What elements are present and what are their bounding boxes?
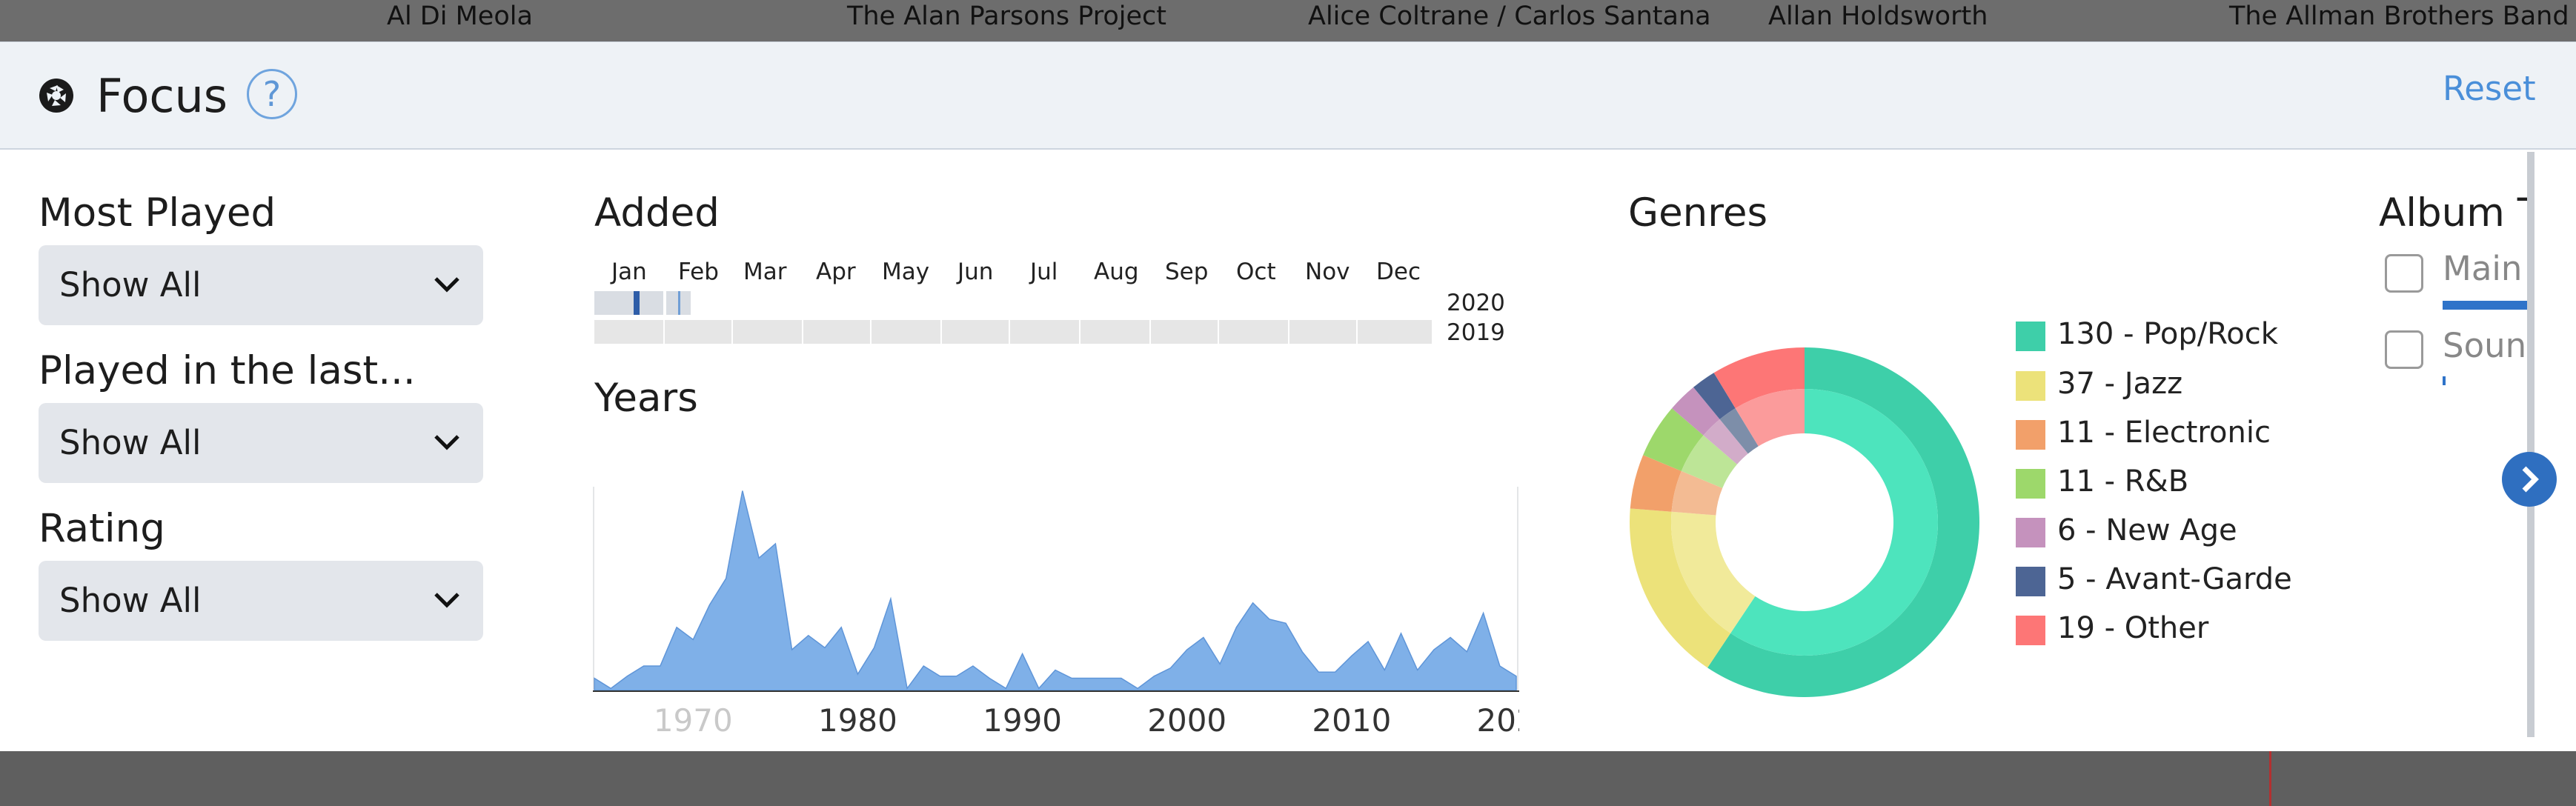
album-type-main-checkbox[interactable] <box>2385 254 2423 293</box>
most-played-label: Most Played <box>39 190 276 236</box>
legend-swatch <box>2016 322 2045 351</box>
month-label: Mar <box>743 259 787 285</box>
album-type-section: Album T Main Sound <box>2371 148 2527 741</box>
month-label: Oct <box>1236 259 1276 285</box>
year-tick-label: 2010 <box>1312 702 1391 739</box>
month-label: Dec <box>1376 259 1421 285</box>
played-in-last-value: Show All <box>59 423 202 462</box>
help-icon[interactable]: ? <box>247 69 297 119</box>
panel-header: Focus ? Reset <box>0 42 2576 150</box>
year-label: 2020 <box>1447 290 1505 316</box>
month-label: Sep <box>1165 259 1209 285</box>
artist-name[interactable]: Al Di Meola <box>387 1 533 31</box>
artist-name[interactable]: The Allman Brothers Band <box>2229 1 2569 31</box>
year-tick-label: 1980 <box>818 702 897 739</box>
artist-name[interactable]: Alice Coltrane / Carlos Santana <box>1308 1 1711 31</box>
album-type-main-bar <box>2443 301 2527 310</box>
donut-slice[interactable] <box>1629 508 1731 668</box>
most-played-select[interactable]: Show All <box>39 245 483 325</box>
donut-slice-inner[interactable] <box>1671 470 1723 516</box>
scrollbar[interactable] <box>2527 152 2534 737</box>
donut-slice-inner[interactable] <box>1681 435 1737 488</box>
rating-label: Rating <box>39 506 165 551</box>
years-chart[interactable]: 1970 1980 1990 2000 2010 2020 <box>593 487 1519 746</box>
legend-label: 130 - Pop/Rock <box>2057 317 2278 351</box>
month-label: Jul <box>1030 259 1058 285</box>
album-type-sound-checkbox[interactable] <box>2385 330 2423 369</box>
years-title: Years <box>594 376 698 421</box>
album-type-sound-label[interactable]: Sound <box>2443 326 2527 365</box>
legend-swatch <box>2016 469 2045 499</box>
month-label: Aug <box>1094 259 1139 285</box>
donut-slice-inner[interactable] <box>1671 511 1756 633</box>
legend-swatch <box>2016 518 2045 547</box>
month-label: Feb <box>678 259 719 285</box>
donut-slice-inner[interactable] <box>1703 419 1748 464</box>
genres-title: Genres <box>1628 190 1768 236</box>
rating-select[interactable]: Show All <box>39 561 483 641</box>
year-label: 2019 <box>1447 319 1505 346</box>
reset-button[interactable]: Reset <box>2443 69 2536 108</box>
donut-slice[interactable] <box>1672 387 1720 436</box>
page-title: Focus <box>96 69 228 123</box>
artist-name[interactable]: The Alan Parsons Project <box>847 1 1166 31</box>
years-area <box>594 490 1517 691</box>
month-label: Jan <box>611 259 647 285</box>
month-label: Jun <box>957 259 994 285</box>
genres-donut-chart[interactable] <box>1627 344 1982 700</box>
legend-swatch <box>2016 371 2045 401</box>
played-in-last-label: Played in the last... <box>39 348 416 393</box>
added-row-2019[interactable] <box>594 320 1432 344</box>
legend-label: 11 - R&B <box>2057 464 2189 499</box>
legend-label: 37 - Jazz <box>2057 367 2183 401</box>
donut-slice-inner[interactable] <box>1719 408 1759 454</box>
chevron-right-icon <box>2522 466 2539 493</box>
donut-slice-inner[interactable] <box>1735 389 1805 447</box>
year-tick-label: 2000 <box>1147 702 1226 739</box>
donut-slice[interactable] <box>1630 455 1682 512</box>
added-bar <box>634 291 640 315</box>
year-tick-label: 1970 <box>654 702 733 739</box>
added-row-2020[interactable] <box>594 291 1432 315</box>
chevron-down-icon <box>434 593 459 608</box>
donut-slice[interactable] <box>1707 347 1980 697</box>
year-tick-label: 1990 <box>983 702 1062 739</box>
chevron-down-icon <box>434 435 459 450</box>
artist-name[interactable]: Allan Holdsworth <box>1768 1 1988 31</box>
album-type-sound-bar <box>2443 376 2446 385</box>
played-in-last-select[interactable]: Show All <box>39 403 483 483</box>
scroll-right-button[interactable] <box>2502 452 2557 507</box>
donut-slice[interactable] <box>1643 408 1704 471</box>
album-type-main-label[interactable]: Main <box>2443 249 2523 288</box>
legend-swatch <box>2016 567 2045 596</box>
year-tick-label: 2020 <box>1477 702 1519 739</box>
aperture-icon <box>39 79 73 113</box>
chevron-down-icon <box>434 277 459 293</box>
month-label: Nov <box>1305 259 1350 285</box>
donut-slice[interactable] <box>1713 347 1805 409</box>
legend-label: 5 - Avant-Garde <box>2057 562 2292 596</box>
legend-label: 19 - Other <box>2057 611 2209 645</box>
legend-label: 11 - Electronic <box>2057 416 2271 450</box>
added-bar <box>678 291 680 315</box>
focus-panel: Focus ? Reset Most Played Show All Playe… <box>0 41 2576 752</box>
artist-strip: Al Di Meola The Alan Parsons Project Ali… <box>0 0 2576 41</box>
month-label: Apr <box>816 259 856 285</box>
bottom-strip <box>0 751 2576 806</box>
rating-value: Show All <box>59 581 202 620</box>
playhead-line <box>2269 751 2271 806</box>
legend-swatch <box>2016 616 2045 645</box>
donut-slice[interactable] <box>1693 373 1736 420</box>
album-type-title: Album T <box>2379 190 2527 236</box>
added-title: Added <box>594 190 720 236</box>
legend-label: 6 - New Age <box>2057 513 2237 547</box>
donut-slice-inner[interactable] <box>1730 389 1939 656</box>
month-label: May <box>882 259 930 285</box>
legend-swatch <box>2016 420 2045 450</box>
most-played-value: Show All <box>59 265 202 304</box>
